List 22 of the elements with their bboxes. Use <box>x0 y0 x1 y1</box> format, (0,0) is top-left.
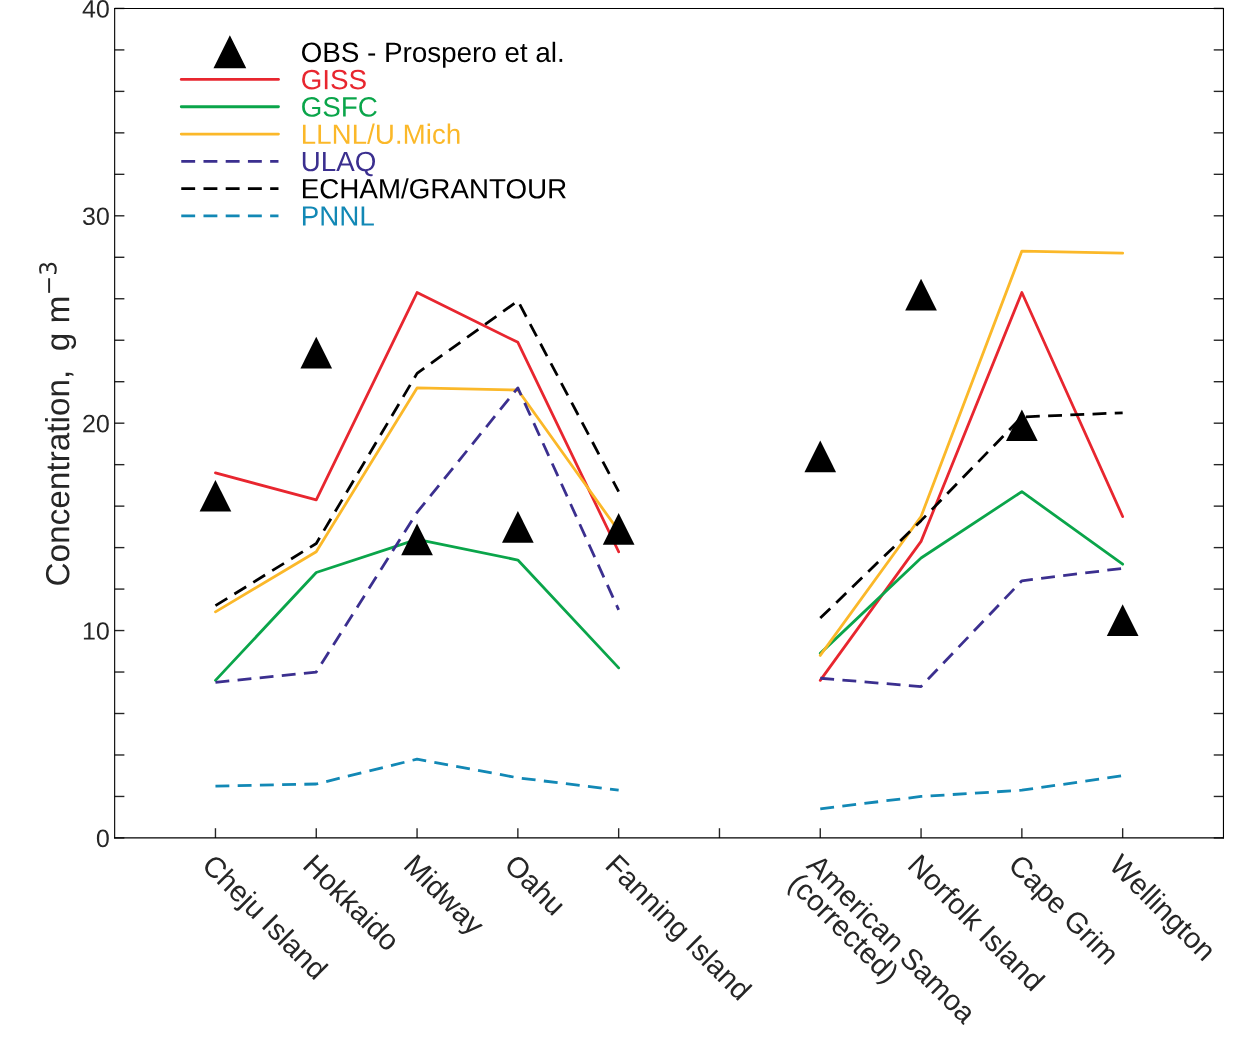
y-axis-title: Concentration, g m$^{−3}$ <box>39 262 77 585</box>
point <box>300 336 333 369</box>
point <box>804 440 837 473</box>
y-tick-label: 40 <box>82 0 109 18</box>
point <box>602 513 635 545</box>
point <box>502 511 534 543</box>
point <box>401 523 433 556</box>
legend-label: OBS - Prospero et al. <box>302 41 563 68</box>
y-tick-label: 20 <box>83 414 109 433</box>
legend-label: GSFC <box>302 97 377 117</box>
legend-label: PNNL <box>302 206 374 226</box>
legend-label: LLNL/U.Mich <box>302 123 460 145</box>
y-tick-label: 10 <box>83 622 109 640</box>
point <box>199 479 232 512</box>
y-tick-label: 0 <box>96 829 109 848</box>
legend-label: ULAQ <box>302 151 376 177</box>
legend-label: GISS <box>302 69 366 90</box>
point <box>1006 409 1038 442</box>
y-tick-label: 30 <box>82 207 109 226</box>
point <box>1106 604 1139 637</box>
legend-label: ECHAM/GRANTOUR <box>302 178 566 199</box>
point <box>905 278 937 311</box>
